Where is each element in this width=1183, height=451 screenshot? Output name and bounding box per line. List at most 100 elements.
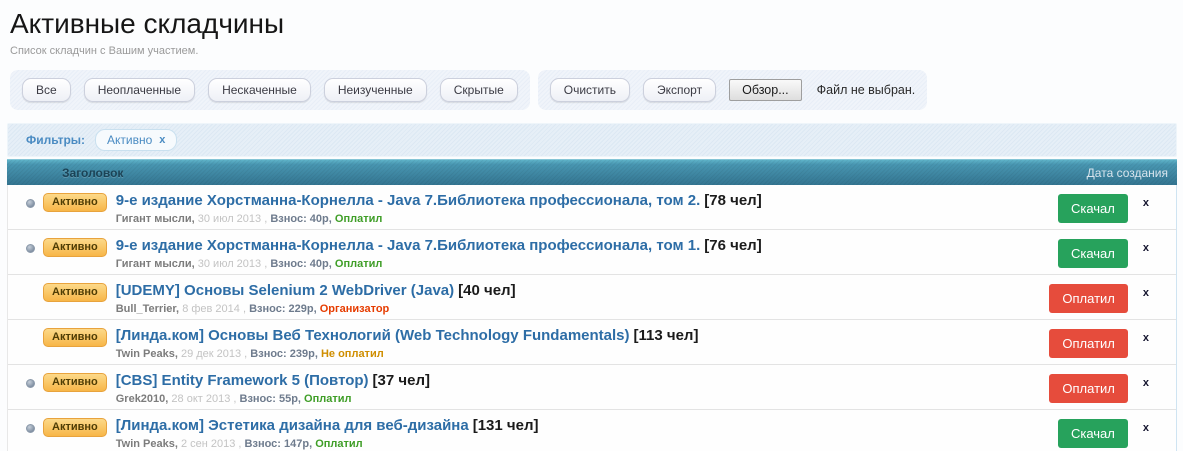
- fee-label: Взнос: 239р,: [250, 348, 318, 360]
- action-button[interactable]: Скачал: [1057, 194, 1128, 223]
- item-title-link[interactable]: 9-е издание Хорстманна-Корнелла - Java 7…: [115, 237, 701, 254]
- filter-not-studied-button[interactable]: Неизученные: [323, 78, 427, 102]
- action-buttons-group: Очистить Экспорт Обзор... Файл не выбран…: [537, 70, 928, 110]
- row-actions: Оплатил x: [1049, 365, 1176, 409]
- row-actions: Оплатил x: [1049, 275, 1176, 319]
- payment-status: Оплатил: [315, 438, 363, 450]
- item-title-link[interactable]: [UDEMY] Основы Selenium 2 WebDriver (Jav…: [115, 282, 455, 299]
- row-meta: Bull_Terrier, 8 фев 2014 , Взнос: 229р, …: [116, 303, 516, 315]
- action-button[interactable]: Оплатил: [1049, 374, 1128, 403]
- table-row: Активно [UDEMY] Основы Selenium 2 WebDri…: [8, 275, 1176, 320]
- row-texts: 9-е издание Хорстманна-Корнелла - Java 7…: [116, 192, 762, 225]
- fee-label: Взнос: 55р,: [239, 393, 301, 405]
- title-line: 9-е издание Хорстманна-Корнелла - Java 7…: [116, 237, 762, 254]
- item-date: 8 фев 2014 ,: [182, 303, 247, 315]
- row-actions: Оплатил x: [1049, 320, 1176, 364]
- remove-link[interactable]: x: [1142, 242, 1149, 254]
- filter-hidden-button[interactable]: Скрытые: [439, 78, 518, 102]
- row-content: Активно [Линда.ком] Эстетика дизайна для…: [8, 410, 1058, 451]
- row-actions: Скачал x: [1057, 230, 1176, 274]
- filter-unpaid-button[interactable]: Неоплаченные: [83, 78, 196, 102]
- table-row: Активно 9-е издание Хорстманна-Корнелла …: [8, 230, 1176, 275]
- fee-label: Взнос: 40р,: [270, 258, 332, 270]
- status-badge: Активно: [43, 328, 107, 347]
- username-link[interactable]: Гигант мысли,: [115, 258, 195, 270]
- username-link[interactable]: Twin Peaks,: [115, 438, 178, 450]
- column-header-title[interactable]: Заголовок: [62, 165, 124, 180]
- action-button[interactable]: Скачал: [1057, 419, 1128, 448]
- status-badge: Активно: [43, 283, 107, 302]
- unread-dot-icon: [26, 244, 35, 253]
- title-line: [UDEMY] Основы Selenium 2 WebDriver (Jav…: [116, 282, 516, 299]
- filters-label: Фильтры:: [26, 133, 86, 147]
- remove-link[interactable]: x: [1142, 422, 1149, 434]
- page-header: Активные складчины Список складчин с Ваш…: [0, 0, 1183, 57]
- status-badge: Активно: [43, 193, 107, 212]
- row-content: Активно [CBS] Entity Framework 5 (Повтор…: [8, 365, 1049, 409]
- remove-link[interactable]: x: [1142, 377, 1149, 389]
- row-texts: [Линда.ком] Эстетика дизайна для веб-диз…: [116, 417, 539, 450]
- remove-link[interactable]: x: [1142, 197, 1149, 209]
- table-rows: Активно 9-е издание Хорстманна-Корнелла …: [7, 185, 1177, 451]
- row-content: Активно [Линда.ком] Основы Веб Технологи…: [8, 320, 1049, 364]
- fee-label: Взнос: 147р,: [244, 438, 313, 450]
- status-badge: Активно: [43, 418, 107, 437]
- unread-dot-icon: [26, 379, 35, 388]
- remove-link[interactable]: x: [1142, 287, 1149, 299]
- file-chosen-status: Файл не выбран.: [816, 83, 916, 97]
- username-link[interactable]: Grek2010,: [115, 393, 169, 405]
- action-button[interactable]: Скачал: [1057, 239, 1128, 268]
- title-line: [CBS] Entity Framework 5 (Повтор) [37 чел…: [116, 372, 430, 389]
- filter-buttons-group: Все Неоплаченные Нескаченные Неизученные…: [10, 70, 530, 110]
- table-row: Активно [Линда.ком] Эстетика дизайна для…: [8, 410, 1176, 451]
- row-content: Активно 9-е издание Хорстманна-Корнелла …: [8, 185, 1058, 229]
- item-date: 30 июл 2013 ,: [197, 258, 268, 270]
- item-title-link[interactable]: 9-е издание Хорстманна-Корнелла - Java 7…: [115, 192, 701, 209]
- participant-count: [37 чел]: [372, 372, 430, 389]
- action-button[interactable]: Оплатил: [1049, 329, 1128, 358]
- item-title-link[interactable]: [CBS] Entity Framework 5 (Повтор): [115, 372, 369, 389]
- clear-button[interactable]: Очистить: [549, 78, 630, 102]
- payment-status: Оплатил: [304, 393, 352, 405]
- row-meta: Twin Peaks, 2 сен 2013 , Взнос: 147р, Оп…: [116, 438, 539, 450]
- export-button[interactable]: Экспорт: [643, 78, 717, 102]
- row-texts: [Линда.ком] Основы Веб Технологий (Web T…: [116, 327, 699, 360]
- participant-count: [113 чел]: [633, 327, 699, 344]
- table-header: Заголовок Дата создания: [7, 159, 1177, 185]
- payment-status: Не оплатил: [320, 348, 384, 360]
- item-title-link[interactable]: [Линда.ком] Эстетика дизайна для веб-диз…: [115, 417, 469, 434]
- table-row: Активно [Линда.ком] Основы Веб Технологи…: [8, 320, 1176, 365]
- action-button[interactable]: Оплатил: [1049, 284, 1128, 313]
- payment-status: Организатор: [319, 303, 390, 315]
- status-badge: Активно: [43, 373, 107, 392]
- username-link[interactable]: Гигант мысли,: [115, 213, 195, 225]
- filter-all-button[interactable]: Все: [22, 78, 71, 102]
- username-link[interactable]: Twin Peaks,: [115, 348, 178, 360]
- row-meta: Twin Peaks, 29 дек 2013 , Взнос: 239р, Н…: [116, 348, 699, 360]
- filter-tag-label: Активно: [107, 133, 153, 147]
- row-meta: Grek2010, 28 окт 2013 , Взнос: 55р, Опла…: [116, 393, 430, 405]
- username-link[interactable]: Bull_Terrier,: [115, 303, 180, 315]
- column-header-date[interactable]: Дата создания: [1086, 165, 1168, 180]
- browse-file-button[interactable]: Обзор...: [729, 79, 802, 101]
- page-title: Активные складчины: [10, 8, 285, 39]
- item-date: 29 дек 2013 ,: [180, 348, 248, 360]
- payment-status: Оплатил: [334, 258, 383, 270]
- title-line: 9-е издание Хорстманна-Корнелла - Java 7…: [116, 192, 762, 209]
- remove-link[interactable]: x: [1142, 332, 1149, 344]
- item-title-link[interactable]: [Линда.ком] Основы Веб Технологий (Web T…: [115, 327, 630, 344]
- row-texts: [CBS] Entity Framework 5 (Повтор) [37 чел…: [116, 372, 430, 405]
- filter-not-downloaded-button[interactable]: Нескаченные: [208, 78, 311, 102]
- row-meta: Гигант мысли, 30 июл 2013 , Взнос: 40р, …: [116, 213, 762, 225]
- participant-count: [40 чел]: [458, 282, 516, 299]
- title-line: [Линда.ком] Основы Веб Технологий (Web T…: [116, 327, 699, 344]
- payment-status: Оплатил: [334, 213, 383, 225]
- row-texts: 9-е издание Хорстманна-Корнелла - Java 7…: [116, 237, 762, 270]
- title-line: [Линда.ком] Эстетика дизайна для веб-диз…: [116, 417, 539, 434]
- filter-tag-remove-icon[interactable]: x: [159, 134, 166, 146]
- row-actions: Скачал x: [1057, 410, 1176, 451]
- row-content: Активно 9-е издание Хорстманна-Корнелла …: [8, 230, 1058, 274]
- row-meta: Гигант мысли, 30 июл 2013 , Взнос: 40р, …: [116, 258, 762, 270]
- item-date: 2 сен 2013 ,: [180, 438, 242, 450]
